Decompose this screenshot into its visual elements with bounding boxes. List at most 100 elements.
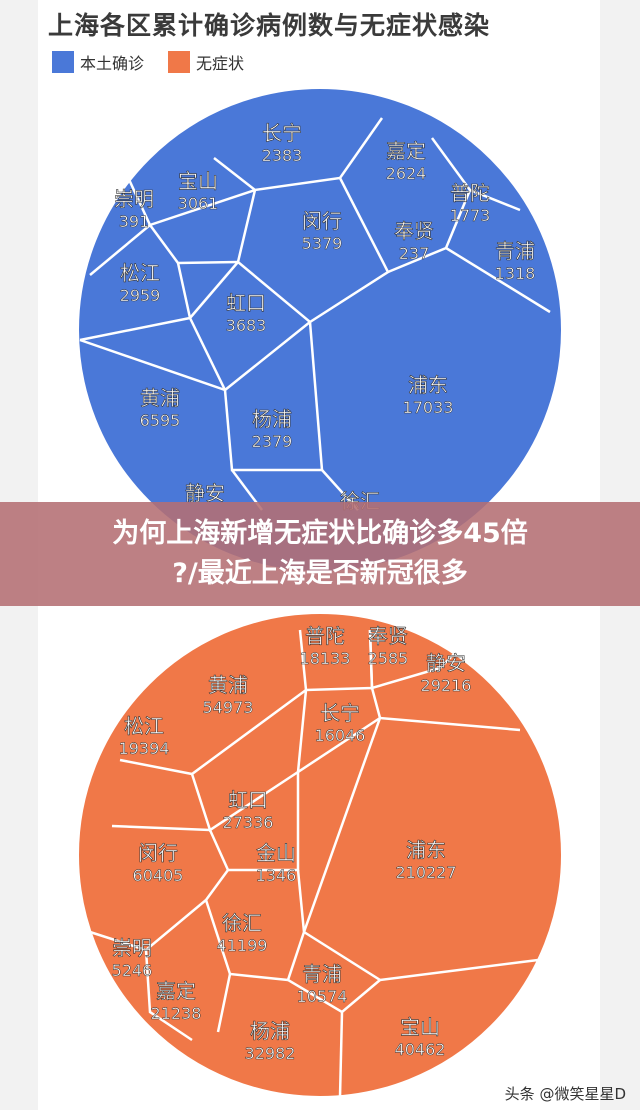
cell-name: 静安 xyxy=(185,481,225,505)
cell-value: 21238 xyxy=(151,1004,202,1023)
cell-name: 金山 xyxy=(256,841,296,865)
chart-outline xyxy=(77,612,563,1098)
cell-name: 崇明 xyxy=(114,187,154,211)
cell-edge xyxy=(216,973,232,1033)
legend-swatch-confirmed xyxy=(52,51,74,73)
cell-name: 黄浦 xyxy=(208,673,248,697)
cell-value: 1318 xyxy=(495,264,536,283)
cell-value: 54973 xyxy=(203,698,254,717)
cell-edge xyxy=(338,1011,344,1097)
legend-item-asymptomatic: 无症状 xyxy=(168,50,244,74)
cell-name: 徐汇 xyxy=(222,911,262,935)
cell-name: 嘉定 xyxy=(386,139,426,163)
cell-edge xyxy=(189,261,239,319)
cell-edge xyxy=(286,869,383,1014)
cell-edge xyxy=(147,188,256,265)
headline-banner: 为何上海新增无症状比确诊多45倍 ?/最近上海是否新冠很多 xyxy=(0,502,640,606)
cell-value: 3683 xyxy=(226,316,267,335)
cell-edge xyxy=(223,321,324,472)
watermark: 头条 @微笑星星D xyxy=(504,1085,626,1103)
cell-edge xyxy=(213,117,384,192)
cell-edge xyxy=(79,338,226,392)
cell-name: 虹口 xyxy=(228,788,268,812)
cell-value: 1346 xyxy=(256,866,297,885)
legend-label-asymptomatic: 无症状 xyxy=(196,54,245,73)
cell-name: 松江 xyxy=(120,261,160,285)
headline-text[interactable]: 为何上海新增无症状比确诊多45倍 ?/最近上海是否新冠很多 xyxy=(40,514,600,594)
cell-value: 5379 xyxy=(302,234,343,253)
cell-name: 普陀 xyxy=(305,624,345,648)
cell-value: 3061 xyxy=(178,194,219,213)
cell-value: 2379 xyxy=(252,432,293,451)
cell-name: 松江 xyxy=(124,714,164,738)
cell-name: 杨浦 xyxy=(252,407,292,431)
cell-value: 2959 xyxy=(120,286,161,305)
cell-value: 2624 xyxy=(386,164,427,183)
cell-name: 闵行 xyxy=(302,209,342,233)
cell-edge xyxy=(89,224,151,276)
cell-edge xyxy=(445,246,551,314)
chart-disc xyxy=(78,88,562,572)
cell-value: 41199 xyxy=(217,936,268,955)
cell-boundaries xyxy=(79,117,551,511)
headline-line-1: 为何上海新增无症状比确诊多45倍 xyxy=(112,518,528,549)
legend-item-confirmed: 本土确诊 xyxy=(52,50,144,74)
cell-name: 嘉定 xyxy=(156,979,196,1003)
cell-value: 2585 xyxy=(368,649,409,668)
cell-name: 奉贤 xyxy=(368,624,408,648)
cell-value: 18133 xyxy=(300,649,351,668)
cell-edge xyxy=(469,188,521,212)
cell-value: 2383 xyxy=(262,146,303,165)
cell-name: 浦东 xyxy=(408,373,448,397)
cell-edge xyxy=(387,137,472,274)
cell-value: 60405 xyxy=(133,866,184,885)
cell-name: 杨浦 xyxy=(250,1019,290,1043)
cell-edge xyxy=(111,824,211,832)
chart-disc xyxy=(78,613,562,1097)
legend-label-confirmed: 本土确诊 xyxy=(80,54,145,73)
cell-name: 虹口 xyxy=(226,291,266,315)
cell-name: 崇明 xyxy=(112,936,152,960)
cell-value: 10574 xyxy=(297,987,348,1006)
cell-name: 长宁 xyxy=(262,121,302,145)
cell-value: 17033 xyxy=(403,398,454,417)
cell-name: 黄浦 xyxy=(140,386,180,410)
cell-value: 5246 xyxy=(112,961,153,980)
chart-title: 上海各区累计确诊病例数与无症状感染 xyxy=(48,11,491,40)
legend: 本土确诊 无症状 xyxy=(52,50,244,74)
cell-13: 静安 xyxy=(185,481,226,506)
cell-edge xyxy=(89,869,230,952)
cell-value: 16046 xyxy=(315,726,366,745)
cell-edge xyxy=(302,717,382,933)
cell-name: 奉贤 xyxy=(394,219,434,243)
cell-value: 29216 xyxy=(421,676,472,695)
cell-edge xyxy=(379,958,539,982)
legend-swatch-asymptomatic xyxy=(168,51,191,73)
cell-boundaries xyxy=(89,627,539,1097)
